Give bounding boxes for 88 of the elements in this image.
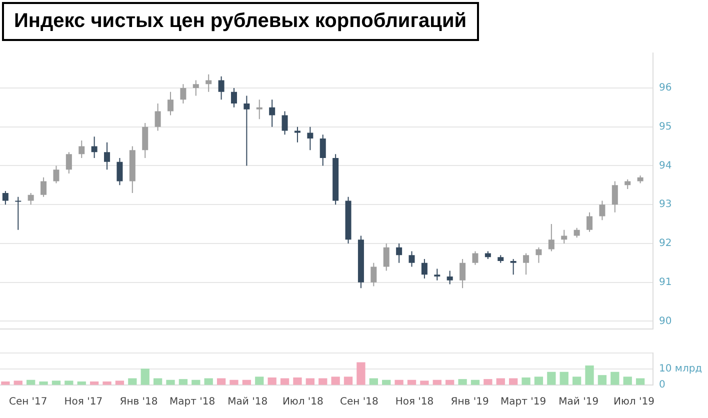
bar: [268, 377, 276, 385]
candlestick: [192, 80, 199, 96]
x-tick-label: Янв '18: [120, 396, 158, 408]
bar: [547, 372, 556, 385]
bar: [255, 376, 264, 385]
x-tick-label: Янв '19: [450, 396, 489, 408]
bar: [484, 379, 492, 385]
candlestick: [510, 259, 516, 275]
bar: [496, 378, 505, 385]
bar: [102, 381, 112, 385]
bar: [280, 378, 290, 385]
bar: [446, 380, 454, 385]
bar: [230, 380, 238, 385]
candlestick: [434, 268, 440, 280]
x-tick-label: Сен '17: [8, 396, 48, 408]
bar: [356, 362, 366, 385]
bar: [178, 379, 188, 385]
y-tick-label: 93: [659, 199, 672, 210]
bar: [52, 380, 61, 385]
candlestick: [307, 126, 314, 150]
bar: [610, 372, 620, 385]
bar: [420, 380, 429, 385]
x-tick-label: Сен '18: [340, 396, 378, 408]
candlestick: [15, 196, 22, 230]
x-tick-label: Март '19: [500, 396, 546, 408]
bar: [1, 381, 10, 385]
bar: [115, 380, 124, 385]
candlestick: [561, 230, 568, 244]
bar: [166, 380, 175, 385]
bar: [534, 376, 544, 385]
candlestick: [244, 96, 250, 166]
bar: [90, 381, 99, 385]
bar: [153, 378, 162, 385]
x-tick-label: Март '18: [169, 396, 216, 408]
bar: [636, 378, 645, 385]
bar: [522, 377, 530, 385]
candlestick: [446, 270, 453, 284]
bar: [26, 380, 36, 385]
y-tick-label: 10 млрд: [659, 364, 702, 375]
bar: [140, 368, 150, 385]
bar: [369, 378, 378, 385]
y-tick-label: 90: [659, 316, 672, 327]
candlestick: [523, 253, 530, 275]
bar: [64, 380, 74, 385]
bar: [560, 372, 568, 385]
x-tick-label: Май '19: [558, 396, 599, 408]
candlestick: [548, 224, 554, 252]
y-tick-label: 95: [659, 121, 672, 132]
bar: [242, 380, 252, 385]
x-tick-label: Июл '18: [282, 396, 324, 408]
bar: [14, 380, 22, 385]
bar: [572, 376, 582, 385]
bar: [331, 376, 340, 385]
bar: [382, 380, 391, 385]
bar: [306, 378, 315, 385]
y-tick-label: 91: [659, 276, 672, 288]
bar: [204, 378, 213, 385]
candlestick: [206, 74, 212, 92]
candlestick: [294, 126, 300, 142]
candlestick: [256, 100, 262, 120]
x-tick-label: Июл '19: [613, 396, 654, 408]
bar: [458, 379, 467, 385]
x-tick-label: Май '18: [228, 396, 268, 408]
bar: [39, 381, 48, 385]
candlestick: [498, 255, 504, 263]
bar: [585, 365, 594, 385]
chart-title: Индекс чистых цен рублевых корпоблигаций: [2, 2, 479, 41]
bar: [598, 375, 607, 385]
bar: [293, 377, 302, 385]
bar: [509, 378, 518, 385]
y-tick-label: 92: [659, 238, 672, 250]
bar: [470, 380, 480, 385]
y-tick-label: 94: [659, 160, 672, 172]
x-tick-label: Ноя '18: [395, 396, 434, 408]
bar: [192, 380, 200, 385]
bar: [407, 380, 416, 385]
bar: [128, 378, 137, 385]
bar: [432, 380, 442, 385]
bar: [344, 376, 353, 385]
candlestick: [104, 142, 110, 170]
bar: [77, 381, 86, 385]
bar: [318, 378, 328, 385]
y-tick-label: 96: [659, 82, 672, 94]
bar: [394, 380, 404, 385]
x-tick-label: Ноя '17: [64, 396, 103, 408]
bar: [623, 376, 632, 385]
y-tick-label: 0: [659, 380, 666, 391]
bar: [216, 378, 226, 385]
